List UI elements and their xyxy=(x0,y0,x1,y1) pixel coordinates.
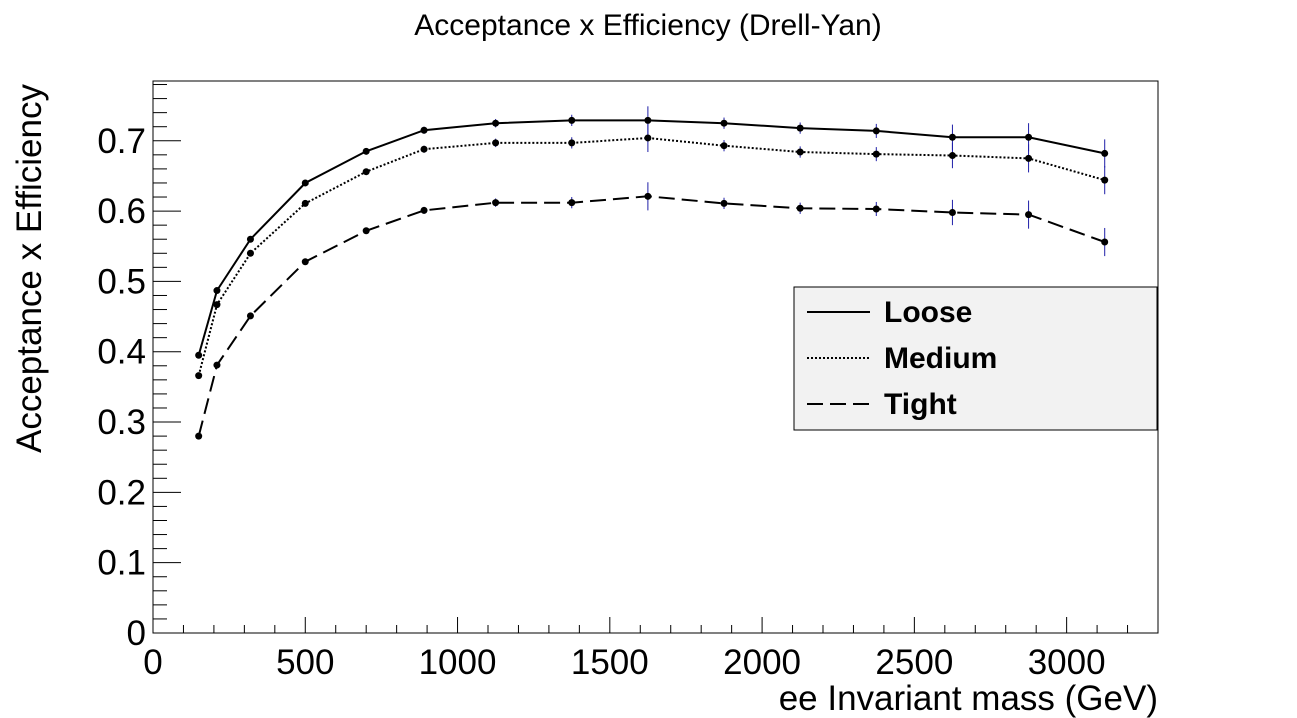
data-point-loose xyxy=(213,287,221,295)
data-point-tight xyxy=(362,227,370,235)
plot-frame xyxy=(152,80,1159,634)
y-tick-label: 0.7 xyxy=(97,122,146,161)
y-tick-label: 0.3 xyxy=(97,403,146,442)
x-tick-label: 3000 xyxy=(1028,643,1106,682)
data-point-loose xyxy=(1025,133,1033,141)
data-point-loose xyxy=(1101,149,1109,157)
data-point-medium xyxy=(195,372,203,380)
y-tick-label: 0.5 xyxy=(97,262,146,301)
legend-label-loose: Loose xyxy=(884,296,972,329)
data-point-tight xyxy=(492,199,500,207)
data-point-medium xyxy=(362,168,370,176)
data-point-loose xyxy=(246,235,254,243)
x-tick-label: 500 xyxy=(276,643,334,682)
data-point-medium xyxy=(568,139,576,147)
data-point-medium xyxy=(492,139,500,147)
y-tick-label: 0.4 xyxy=(97,333,146,372)
data-point-loose xyxy=(568,116,576,124)
data-point-loose xyxy=(301,179,309,187)
data-point-tight xyxy=(1025,211,1033,219)
data-point-loose xyxy=(420,126,428,134)
data-point-medium xyxy=(872,150,880,158)
x-tick-label: 2500 xyxy=(875,643,953,682)
plot-area xyxy=(195,106,1109,440)
data-point-medium xyxy=(796,148,804,156)
data-point-loose xyxy=(872,127,880,135)
data-point-tight xyxy=(301,258,309,266)
chart-title: Acceptance x Efficiency (Drell-Yan) xyxy=(414,9,881,42)
data-point-medium xyxy=(644,134,652,142)
x-tick-label: 1500 xyxy=(571,643,649,682)
data-point-loose xyxy=(492,119,500,127)
x-tick-label: 0 xyxy=(143,643,162,682)
legend: Loose Medium Tight xyxy=(793,286,1158,431)
data-point-medium xyxy=(1101,176,1109,184)
data-point-tight xyxy=(246,312,254,320)
data-point-loose xyxy=(644,116,652,124)
data-point-medium xyxy=(720,142,728,150)
data-point-loose xyxy=(948,133,956,141)
y-axis-title: Acceptance x Efficiency xyxy=(10,84,49,453)
data-point-tight xyxy=(644,192,652,200)
data-point-loose xyxy=(796,124,804,132)
data-point-tight xyxy=(420,206,428,214)
legend-label-medium: Medium xyxy=(884,342,997,375)
data-point-loose xyxy=(362,147,370,155)
data-point-tight xyxy=(948,208,956,216)
x-tick-label: 1000 xyxy=(419,643,497,682)
data-point-loose xyxy=(195,351,203,359)
data-point-tight xyxy=(872,205,880,213)
data-point-medium xyxy=(948,152,956,160)
data-point-medium xyxy=(420,145,428,153)
data-point-loose xyxy=(720,119,728,127)
legend-box xyxy=(793,286,1158,431)
data-point-medium xyxy=(1025,154,1033,162)
y-tick-label: 0 xyxy=(127,614,146,653)
data-point-tight xyxy=(195,432,203,440)
data-point-tight xyxy=(213,361,221,369)
axes: 0 500 1000 1500 2000 2500 3000 0 0.1 0.2 0.3 0.4 0.5… xyxy=(97,84,1159,682)
y-tick-label: 0.6 xyxy=(97,192,146,231)
x-tick-label: 2000 xyxy=(723,643,801,682)
x-axis-title: ee Invariant mass (GeV) xyxy=(779,679,1158,718)
data-point-medium xyxy=(213,301,221,309)
data-point-tight xyxy=(1101,238,1109,246)
data-point-tight xyxy=(568,199,576,207)
y-tick-label: 0.1 xyxy=(97,544,146,583)
data-point-tight xyxy=(720,199,728,207)
data-point-tight xyxy=(796,204,804,212)
data-point-medium xyxy=(246,249,254,257)
legend-label-tight: Tight xyxy=(884,388,957,421)
data-point-medium xyxy=(301,199,309,207)
y-tick-label: 0.2 xyxy=(97,473,146,512)
